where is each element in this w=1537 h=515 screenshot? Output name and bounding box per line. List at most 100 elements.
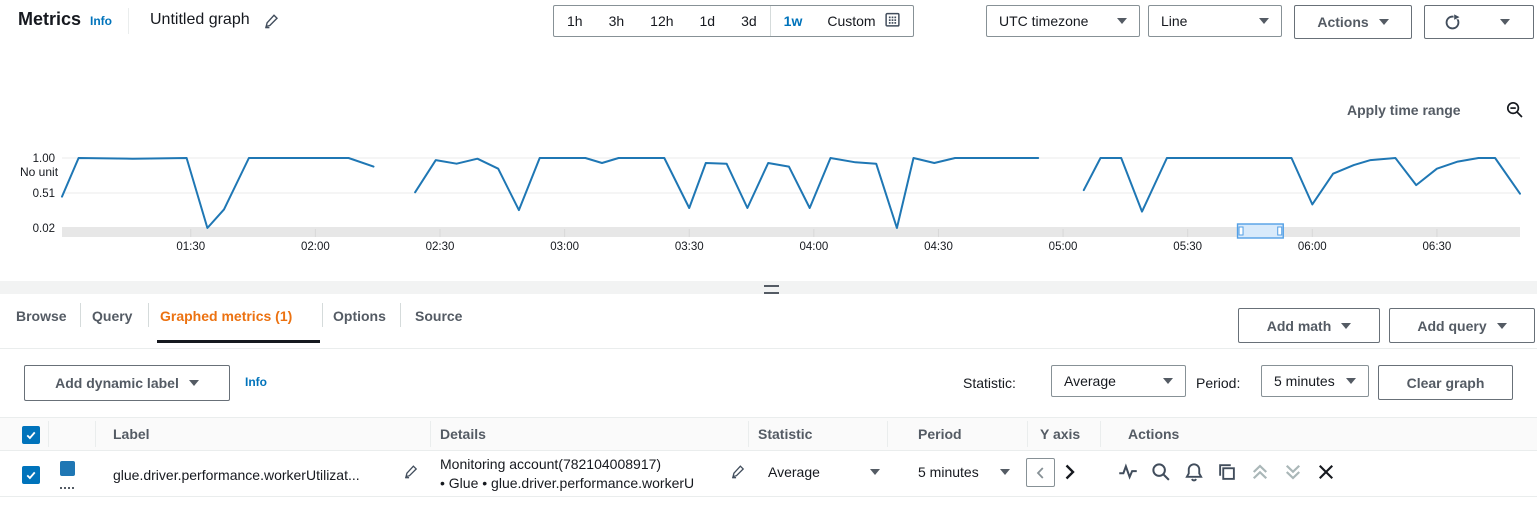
column-divider — [48, 421, 49, 447]
line-chart[interactable]: 1.00 0.51 0.02 01:30 02:00 02:30 03:00 03:30 04:… — [0, 43, 1537, 258]
tab-divider — [322, 303, 323, 327]
row-checkbox[interactable] — [22, 466, 40, 484]
row-statistic-value: Average — [768, 464, 820, 480]
chevrons-up-icon[interactable] — [1250, 462, 1270, 485]
calendar-icon — [884, 11, 901, 31]
chevron-down-icon — [1117, 18, 1127, 24]
clear-graph-label: Clear graph — [1406, 374, 1485, 391]
metric-details-line2: • Glue • glue.driver.performance.workerU — [440, 475, 695, 491]
top-toolbar: Metrics Info Untitled graph 1h 3h 12h 1d… — [0, 0, 1537, 44]
chevron-down-icon — [1496, 322, 1507, 329]
graph-title: Untitled graph — [150, 11, 250, 28]
zoom-out-icon[interactable] — [1506, 101, 1524, 122]
column-header-label: Label — [113, 426, 150, 442]
copy-icon[interactable] — [1217, 462, 1237, 485]
pulse-icon[interactable] — [1118, 462, 1138, 485]
refresh-interval-button[interactable] — [1477, 5, 1534, 39]
tabs-bottom-border — [0, 348, 1537, 349]
edit-graph-title-icon[interactable] — [264, 13, 280, 32]
column-header-statistic: Statistic — [758, 426, 813, 442]
column-divider — [430, 421, 431, 447]
column-header-actions: Actions — [1128, 426, 1180, 442]
tab-divider — [400, 303, 401, 327]
add-dynamic-label-text: Add dynamic label — [55, 375, 179, 391]
add-math-button[interactable]: Add math — [1238, 308, 1380, 343]
time-range-custom[interactable]: Custom — [815, 11, 912, 31]
chevron-down-icon — [1378, 19, 1389, 25]
metric-chart-panel: Apply time range No unit — [0, 43, 1537, 281]
tab-query[interactable]: Query — [92, 308, 133, 324]
column-divider — [1027, 421, 1028, 447]
period-value: 5 minutes — [1274, 373, 1335, 389]
chevron-down-icon — [1341, 322, 1352, 329]
add-query-button[interactable]: Add query — [1389, 308, 1535, 343]
svg-text:1.00: 1.00 — [33, 153, 55, 165]
chevron-down-icon — [1259, 18, 1269, 24]
panel-resize-strip — [0, 281, 1537, 294]
time-range-3h[interactable]: 3h — [608, 13, 625, 29]
yaxis-right-button[interactable] — [1059, 462, 1079, 485]
svg-text:04:30: 04:30 — [924, 241, 953, 253]
chevrons-down-icon[interactable] — [1283, 462, 1303, 485]
statistic-label: Statistic: — [963, 375, 1016, 391]
select-all-checkbox[interactable] — [22, 426, 40, 444]
active-tab-underline — [157, 340, 320, 343]
add-math-label: Add math — [1266, 317, 1332, 334]
svg-text:06:00: 06:00 — [1298, 241, 1327, 253]
color-picker-dots — [60, 487, 74, 489]
time-range-1d[interactable]: 1d — [699, 13, 716, 29]
row-period-select[interactable]: 5 minutes — [918, 458, 1010, 486]
resize-handle-icon[interactable] — [764, 285, 779, 294]
time-range-3d[interactable]: 3d — [741, 13, 757, 29]
time-range-1w[interactable]: 1w — [783, 13, 803, 29]
refresh-icon — [1444, 13, 1461, 31]
chevron-down-icon — [1000, 469, 1010, 475]
tab-source[interactable]: Source — [415, 308, 463, 324]
svg-text:05:30: 05:30 — [1173, 241, 1202, 253]
add-query-label: Add query — [1417, 317, 1487, 334]
column-header-details: Details — [440, 426, 486, 442]
time-range-1h[interactable]: 1h — [567, 13, 583, 29]
chart-type-select[interactable]: Line — [1148, 5, 1282, 37]
bell-icon[interactable] — [1184, 462, 1204, 485]
svg-text:0.02: 0.02 — [33, 223, 55, 235]
timezone-select[interactable]: UTC timezone — [986, 5, 1140, 37]
column-divider — [748, 421, 749, 447]
time-range-segmented-control: 1h 3h 12h 1d 3d 1w Custom — [553, 5, 914, 37]
edit-label-icon[interactable] — [404, 464, 419, 482]
row-statistic-select[interactable]: Average — [768, 458, 880, 486]
time-range-12h[interactable]: 12h — [650, 13, 674, 29]
period-select[interactable]: 5 minutes — [1261, 365, 1369, 397]
edit-details-icon[interactable] — [731, 464, 746, 482]
column-divider — [887, 421, 888, 447]
actions-button[interactable]: Actions — [1294, 5, 1412, 39]
metrics-info-link[interactable]: Info — [90, 14, 112, 28]
page-title: Metrics — [18, 9, 82, 29]
refresh-button[interactable] — [1424, 5, 1480, 39]
svg-text:05:00: 05:00 — [1049, 241, 1078, 253]
period-label: Period: — [1196, 375, 1241, 391]
add-dynamic-label-button[interactable]: Add dynamic label — [24, 365, 230, 401]
close-icon[interactable] — [1316, 462, 1336, 485]
yaxis-left-button[interactable] — [1026, 458, 1055, 487]
chevron-down-icon — [1163, 378, 1173, 384]
statistic-select[interactable]: Average — [1051, 365, 1186, 397]
custom-label: Custom — [827, 13, 876, 29]
search-icon[interactable] — [1151, 462, 1171, 485]
clear-graph-button[interactable]: Clear graph — [1378, 365, 1513, 400]
dynamic-label-info-link[interactable]: Info — [245, 375, 267, 389]
statistic-value: Average — [1064, 373, 1116, 389]
row-period-value: 5 minutes — [918, 464, 979, 480]
column-header-period: Period — [918, 426, 962, 442]
svg-text:03:30: 03:30 — [675, 241, 704, 253]
tab-graphed-metrics[interactable]: Graphed metrics (1) — [160, 308, 293, 324]
metric-details-line1: Monitoring account(782104008917) — [440, 456, 662, 472]
chevron-down-icon — [188, 380, 199, 386]
tab-options[interactable]: Options — [333, 308, 386, 324]
table-header — [0, 417, 1537, 451]
tab-browse[interactable]: Browse — [16, 308, 67, 324]
timezone-value: UTC timezone — [999, 13, 1089, 29]
apply-time-range-button[interactable]: Apply time range — [1347, 102, 1461, 118]
metric-label: glue.driver.performance.workerUtilizat..… — [113, 467, 360, 483]
metric-color-swatch[interactable] — [60, 461, 75, 476]
